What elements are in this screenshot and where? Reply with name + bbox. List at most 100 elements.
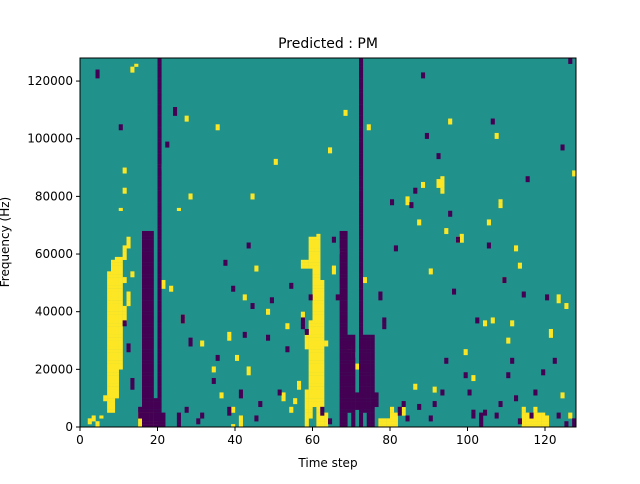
heatmap-cell-low <box>142 349 147 353</box>
heatmap-cell-low <box>370 363 375 367</box>
heatmap-cell-high <box>118 366 123 370</box>
heatmap-cell-low <box>370 360 375 364</box>
heatmap-cell-low <box>157 274 162 278</box>
heatmap-cell-low <box>351 346 356 350</box>
heatmap-cell-high <box>343 112 348 116</box>
heatmap-cell-low <box>339 285 344 289</box>
heatmap-cell-high <box>238 421 243 425</box>
heatmap-cell-high <box>320 389 325 393</box>
heatmap-cell-low <box>339 239 344 243</box>
heatmap-cell-high <box>107 317 112 321</box>
heatmap-cell-low <box>157 95 162 99</box>
heatmap-cell-low <box>231 285 236 289</box>
heatmap-cell-low <box>366 424 371 428</box>
heatmap-cell-low <box>145 303 150 307</box>
heatmap-cell-low <box>359 121 364 125</box>
heatmap-cell-high <box>320 366 325 370</box>
heatmap-cell-high <box>114 277 119 281</box>
heatmap-cell-high <box>161 279 166 284</box>
heatmap-cell-high <box>316 323 321 327</box>
heatmap-cell-low <box>351 354 356 359</box>
heatmap-cell-low <box>145 386 150 390</box>
heatmap-cell-low <box>149 424 154 428</box>
heatmap-cell-high <box>316 406 321 410</box>
heatmap-cell-low <box>370 369 375 373</box>
heatmap-cell-high <box>289 409 294 413</box>
heatmap-cell-low <box>343 314 348 318</box>
heatmap-cell-high <box>304 343 309 347</box>
heatmap-cell-high <box>533 412 538 416</box>
heatmap-cell-low <box>359 69 364 73</box>
heatmap-cell-low <box>157 279 162 284</box>
heatmap-cell-low <box>486 242 491 246</box>
heatmap-cell-high <box>111 337 116 341</box>
heatmap-cell-high <box>184 118 189 122</box>
heatmap-cell-low <box>126 343 131 347</box>
heatmap-cell-low <box>359 66 364 70</box>
heatmap-cell-low <box>359 132 364 137</box>
heatmap-cell-high <box>316 369 321 373</box>
heatmap-cell-high <box>95 424 100 428</box>
heatmap-cell-high <box>320 323 325 327</box>
heatmap-cell-low <box>343 242 348 246</box>
heatmap-cell-low <box>142 340 147 344</box>
heatmap-cell-high <box>122 170 127 174</box>
heatmap-cell-low <box>362 349 367 353</box>
heatmap-cell-high <box>200 343 205 347</box>
heatmap-cell-high <box>107 303 112 307</box>
heatmap-cell-high <box>242 297 247 301</box>
heatmap-cell-high <box>111 262 116 266</box>
heatmap-cell-low <box>351 392 356 396</box>
heatmap-cell-high <box>118 346 123 350</box>
heatmap-cell-high <box>316 294 321 298</box>
heatmap-cell-low <box>142 418 147 422</box>
heatmap-cell-low <box>157 216 162 220</box>
plot-area <box>79 57 577 428</box>
heatmap-cell-low <box>359 196 364 200</box>
heatmap-cell-high <box>510 323 515 327</box>
heatmap-cell-high <box>122 308 127 312</box>
heatmap-cell-low <box>157 132 162 137</box>
heatmap-cell-high <box>405 202 410 206</box>
heatmap-cell-low <box>142 352 147 356</box>
heatmap-cell-low <box>343 383 348 387</box>
heatmap-cell-high <box>107 369 112 373</box>
heatmap-cell-low <box>347 389 352 393</box>
heatmap-cell-low <box>157 193 162 197</box>
heatmap-cell-low <box>560 144 565 148</box>
heatmap-cell-low <box>483 412 488 416</box>
heatmap-cell-high <box>107 323 112 327</box>
heatmap-cell-low <box>176 421 181 425</box>
heatmap-cell-high <box>320 331 325 335</box>
heatmap-cell-low <box>351 366 356 370</box>
heatmap-cell-low <box>142 230 147 235</box>
heatmap-cell-high <box>316 412 321 416</box>
heatmap-cell-high <box>114 285 119 289</box>
heatmap-cell-high <box>324 340 329 344</box>
heatmap-cell-high <box>521 406 526 410</box>
heatmap-cell-low <box>359 144 364 148</box>
heatmap-cell-high <box>541 424 546 428</box>
heatmap-cell-high <box>316 383 321 387</box>
heatmap-cell-low <box>359 170 364 174</box>
heatmap-cell-high <box>111 323 116 327</box>
heatmap-cell-low <box>157 326 162 330</box>
heatmap-cell-low <box>339 331 344 335</box>
heatmap-cell-low <box>359 377 364 382</box>
heatmap-cell-low <box>359 135 364 139</box>
heatmap-cell-low <box>378 294 383 298</box>
heatmap-cell-low <box>142 406 147 410</box>
heatmap-cell-low <box>552 357 557 361</box>
heatmap-cell-low <box>343 326 348 330</box>
heatmap-cell-low <box>339 386 344 390</box>
heatmap-cell-low <box>359 199 364 203</box>
heatmap-cell-low <box>157 294 162 298</box>
heatmap-cell-high <box>304 265 309 269</box>
heatmap-cell-low <box>359 222 364 226</box>
heatmap-cell-high <box>308 403 313 408</box>
heatmap-cell-high <box>118 352 123 356</box>
heatmap-cell-low <box>145 343 150 347</box>
heatmap-cell-low <box>149 366 154 370</box>
heatmap-cell-low <box>157 173 162 177</box>
heatmap-cell-low <box>362 357 367 361</box>
